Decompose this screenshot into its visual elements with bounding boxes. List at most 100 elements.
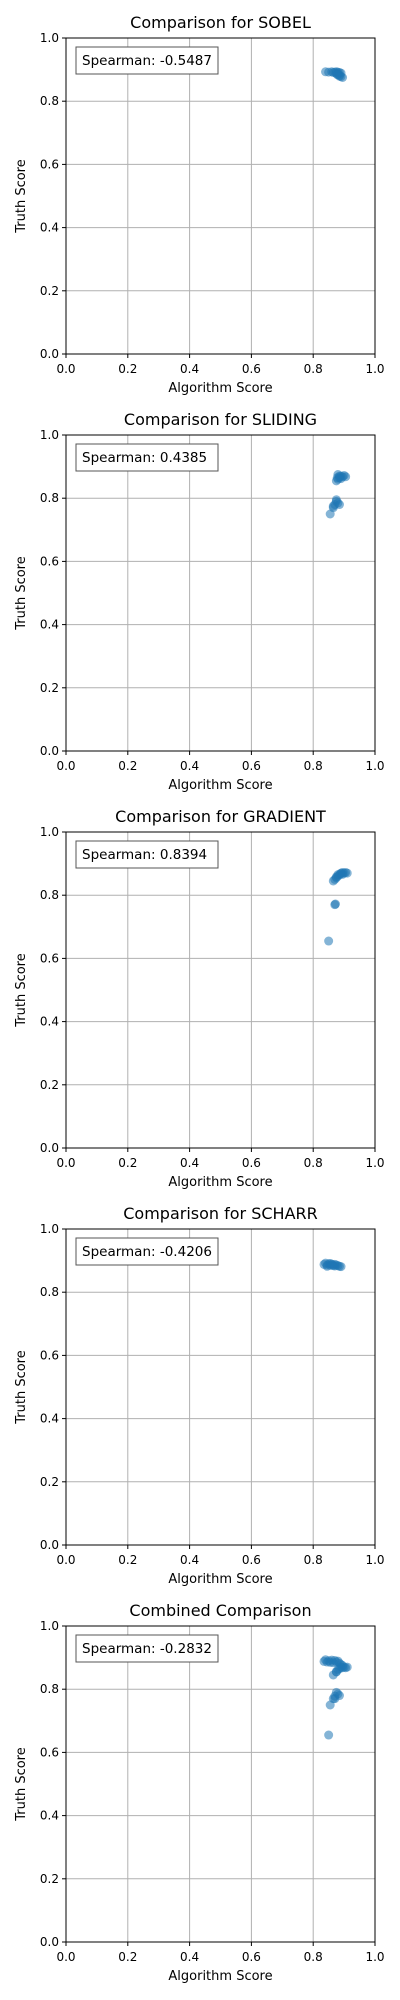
x-tick-label: 0.6	[242, 759, 261, 773]
y-tick-label: 0.8	[40, 94, 59, 108]
spearman-annotation: Spearman: -0.2832	[82, 1641, 212, 1657]
x-tick-label: 0.4	[180, 759, 199, 773]
spearman-annotation: Spearman: -0.4206	[82, 1244, 212, 1260]
y-tick-label: 0.8	[40, 1682, 59, 1696]
y-tick-label: 0.2	[40, 284, 59, 298]
y-tick-label: 1.0	[40, 825, 59, 839]
chart-panel-2: Comparison for SLIDING 0.0 0.2 0.4 0.6 0.8 1.0…	[14, 410, 385, 793]
data-point	[327, 1260, 337, 1270]
spearman-box	[75, 840, 219, 869]
x-tick-label: 0.6	[242, 1553, 261, 1567]
spearman-annotation: Spearman: -0.5487	[82, 53, 212, 69]
data-point	[324, 936, 334, 946]
y-tick-label: 0.8	[40, 491, 59, 505]
x-tick-label: 0.0	[56, 759, 75, 773]
y-tick-label: 0.0	[40, 1935, 59, 1949]
y-tick-label: 0.6	[40, 554, 59, 568]
y-tick-label: 0.8	[40, 1285, 59, 1299]
y-tick-label: 0.2	[40, 681, 59, 695]
y-axis-label: Truth Score	[14, 556, 29, 631]
x-tick-label: 0.8	[304, 1156, 323, 1170]
x-tick-label: 0.2	[118, 1156, 137, 1170]
plot-frame	[65, 831, 376, 1149]
y-tick-label: 0.4	[40, 221, 59, 235]
data-point	[324, 1730, 334, 1740]
y-tick-label: 0.2	[40, 1872, 59, 1886]
plot-frame	[65, 37, 376, 355]
x-tick-label: 0.8	[304, 362, 323, 376]
x-tick-label: 0.8	[304, 1950, 323, 1964]
x-tick-label: 0.8	[304, 1553, 323, 1567]
x-tick-label: 0.6	[242, 1950, 261, 1964]
spearman-annotation: Spearman: 0.8394	[82, 847, 207, 863]
spearman-box	[75, 46, 219, 75]
chart-panel-5: Combined Comparison 0.0 0.2 0.4 0.6 0.8 1.0 0.0…	[14, 1601, 385, 1984]
plot-frame	[65, 1625, 376, 1943]
x-tick-label: 0.2	[118, 1950, 137, 1964]
y-tick-label: 0.0	[40, 347, 59, 361]
y-tick-label: 0.2	[40, 1078, 59, 1092]
x-tick-label: 1.0	[365, 1950, 384, 1964]
x-axis-label: Algorithm Score	[168, 1572, 272, 1587]
x-tick-label: 0.0	[56, 1553, 75, 1567]
data-point	[328, 501, 338, 511]
x-axis-label: Algorithm Score	[168, 1175, 272, 1190]
data-point	[333, 1665, 343, 1675]
y-tick-label: 0.0	[40, 1538, 59, 1552]
x-tick-label: 0.0	[56, 362, 75, 376]
spearman-box	[75, 1237, 219, 1266]
chart-panel-3: Comparison for GRADIENT 0.0 0.2 0.4 0.6 0.8 1.…	[14, 807, 385, 1190]
spearman-annotation: Spearman: 0.4385	[82, 450, 207, 466]
data-point	[332, 473, 342, 483]
chart-title: Comparison for GRADIENT	[115, 807, 326, 826]
y-tick-label: 0.6	[40, 1348, 59, 1362]
x-tick-label: 1.0	[365, 1553, 384, 1567]
spearman-box	[75, 443, 219, 472]
x-tick-label: 0.0	[56, 1950, 75, 1964]
y-axis-label: Truth Score	[14, 159, 29, 234]
y-tick-label: 1.0	[40, 31, 59, 45]
y-tick-label: 1.0	[40, 428, 59, 442]
chart-panel-4: Comparison for SCHARR 0.0 0.2 0.4 0.6 0.8 1.0 0…	[14, 1204, 385, 1587]
y-tick-label: 0.2	[40, 1475, 59, 1489]
x-tick-label: 0.6	[242, 362, 261, 376]
data-point	[342, 1662, 352, 1672]
plot-frame	[65, 434, 376, 752]
x-tick-label: 0.8	[304, 759, 323, 773]
x-tick-label: 1.0	[365, 362, 384, 376]
y-axis-label: Truth Score	[14, 1350, 29, 1425]
y-axis-label: Truth Score	[14, 1747, 29, 1822]
x-tick-label: 0.0	[56, 1156, 75, 1170]
y-tick-label: 0.6	[40, 1745, 59, 1759]
plot-frame	[65, 1228, 376, 1546]
y-tick-label: 0.6	[40, 951, 59, 965]
data-point	[330, 899, 340, 909]
y-tick-label: 0.8	[40, 888, 59, 902]
spearman-box	[75, 1634, 219, 1663]
y-tick-label: 0.6	[40, 157, 59, 171]
x-tick-label: 0.4	[180, 1950, 199, 1964]
data-point	[332, 70, 342, 80]
y-tick-label: 0.4	[40, 618, 59, 632]
x-tick-label: 0.4	[180, 362, 199, 376]
data-point	[330, 1694, 340, 1704]
y-tick-label: 0.4	[40, 1809, 59, 1823]
y-tick-label: 0.0	[40, 744, 59, 758]
x-tick-label: 0.2	[118, 759, 137, 773]
x-tick-label: 1.0	[365, 1156, 384, 1170]
y-tick-label: 0.4	[40, 1412, 59, 1426]
x-tick-label: 0.4	[180, 1553, 199, 1567]
chart-title: Combined Comparison	[129, 1601, 311, 1620]
x-axis-label: Algorithm Score	[168, 381, 272, 396]
y-tick-label: 0.0	[40, 1141, 59, 1155]
x-axis-label: Algorithm Score	[168, 1969, 272, 1984]
x-tick-label: 1.0	[365, 759, 384, 773]
chart-title: Comparison for SCHARR	[123, 1204, 318, 1223]
x-tick-label: 0.2	[118, 362, 137, 376]
data-point	[338, 869, 348, 879]
chart-title: Comparison for SOBEL	[130, 13, 311, 32]
chart-panel-1: Comparison for SOBEL 0.0 0.2 0.4 0.6 0.8 1.0 0.…	[14, 13, 385, 396]
y-tick-label: 1.0	[40, 1222, 59, 1236]
x-tick-label: 0.2	[118, 1553, 137, 1567]
